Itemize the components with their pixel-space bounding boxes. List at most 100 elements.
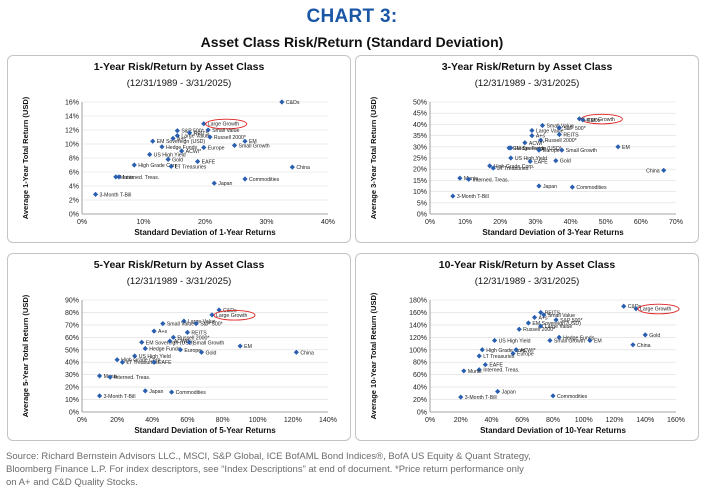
point-label-3-month-t-bill: 3-Month T-Bill — [465, 395, 497, 401]
y-tick-label: 100% — [409, 347, 427, 354]
y-tick-label: 0% — [69, 212, 79, 219]
y-tick-label: 30% — [65, 372, 79, 379]
point-label-large-growth: Large Growth — [640, 307, 672, 313]
point-label-3-month-t-bill: 3-Month T-Bill — [100, 192, 132, 198]
point-label-commodities: Commodities — [576, 185, 607, 191]
data-point-small-growth — [231, 142, 238, 148]
data-point-munis — [96, 373, 103, 379]
point-label-small-growth: Small Growth — [239, 143, 270, 149]
point-label-large-growth: Large Growth — [208, 122, 240, 128]
data-point-em-sovereign-usd — [150, 138, 156, 144]
y-tick-label: 12% — [65, 128, 79, 135]
y-tick-label: 6% — [69, 170, 79, 177]
y-tick-label: 50% — [413, 100, 427, 107]
data-point-commodities — [569, 184, 575, 190]
point-label-high-grade-corp: High Grade Corp. — [121, 358, 162, 364]
data-point-acwi — [179, 148, 185, 154]
point-label-europe: Europe — [208, 146, 225, 152]
x-tick-label: 20% — [110, 417, 124, 424]
point-label-europe: Europe — [517, 352, 534, 358]
data-point-munis — [461, 368, 467, 374]
point-label-em: EM — [249, 139, 257, 145]
x-tick-label: 80% — [546, 417, 560, 424]
x-tick-label: 0% — [425, 219, 435, 226]
data-point-us-high-yield — [508, 155, 514, 161]
point-label-interned-treas: Interned. Treas. — [483, 368, 519, 374]
data-point-a-s — [531, 314, 538, 321]
footnote-line-1: Source: Richard Bernstein Advisors LLC.,… — [6, 451, 531, 462]
point-label-japan: Japan — [502, 389, 516, 395]
data-point-gold — [642, 332, 648, 338]
point-label-s-p-500: S&P 500* — [181, 129, 203, 135]
point-label-china: China — [646, 168, 660, 174]
point-label-china: China — [300, 350, 314, 356]
point-label-3-month-t-bill: 3-Month T-Bill — [104, 394, 136, 400]
y-tick-label: 20% — [413, 397, 427, 404]
data-point-china — [293, 349, 299, 355]
data-point-large-value — [174, 133, 180, 139]
y-tick-label: 80% — [413, 360, 427, 367]
point-label-small-growth: Small Growth — [554, 338, 585, 344]
data-point-gold — [165, 156, 171, 162]
point-label-reits: REITS — [191, 330, 207, 336]
point-label-c-ds: C&Ds — [587, 118, 601, 124]
chart-title: 5-Year Risk/Return by Asset Class — [94, 259, 265, 271]
data-point-europe — [201, 144, 207, 151]
y-tick-label: 8% — [69, 156, 79, 163]
point-label-china: China — [296, 165, 310, 171]
point-label-japan: Japan — [218, 181, 232, 187]
point-label-lt-treasuries: LT Treasuries — [483, 354, 515, 360]
point-label-small-value: Small Value — [548, 313, 575, 319]
y-tick-label: 50% — [65, 347, 79, 354]
chart-panel-3yr: 3-Year Risk/Return by Asset Class (12/31/… — [355, 55, 699, 243]
point-label-large-value: Large Value — [545, 324, 573, 330]
page-subtitle: Asset Class Risk/Return (Standard Deviat… — [200, 34, 504, 50]
point-label-hedge-funds: Hedge Funds — [149, 347, 181, 353]
point-label-lt-treasuries: LT Treasuries — [175, 164, 207, 170]
data-point-3-month-t-bill — [92, 191, 99, 197]
y-axis-label: Average 10-Year Total Return (USD) — [369, 292, 378, 419]
data-point-3-month-t-bill — [96, 393, 103, 399]
point-label-em-sovereign-usd: EM Sovereign (USD) — [157, 139, 206, 145]
data-point-3-month-t-bill — [458, 394, 464, 400]
data-point-munis — [113, 174, 119, 180]
y-tick-label: 90% — [65, 298, 79, 305]
point-label-em: EM — [244, 344, 252, 350]
point-label-a-s: A+s — [177, 136, 186, 142]
data-point-a-s — [170, 135, 176, 141]
y-tick-label: 40% — [413, 122, 427, 129]
x-tick-label: 70% — [669, 219, 683, 226]
point-label-c-ds: C&Ds — [628, 304, 642, 310]
data-point-large-growth — [633, 306, 639, 312]
x-axis-label: Standard Deviation of 10-Year Returns — [480, 426, 626, 435]
highlight-ellipse — [213, 309, 256, 321]
data-point-russell-2000 — [516, 326, 522, 332]
x-tick-label: 20% — [493, 219, 507, 226]
y-axis-label: Average 3-Year Total Return (USD) — [369, 96, 378, 219]
data-point-lt-treasuries — [490, 165, 496, 171]
y-tick-label: 20% — [65, 385, 79, 392]
data-point-gold — [553, 158, 559, 164]
y-axis-label: Average 1-Year Total Return (USD) — [21, 96, 30, 219]
point-label-reits: REITS — [194, 131, 210, 137]
y-tick-label: 40% — [65, 360, 79, 367]
point-label-china: China — [637, 343, 651, 349]
x-tick-label: 10% — [458, 219, 472, 226]
x-axis-label: Standard Deviation of 3-Year Returns — [482, 228, 624, 237]
data-point-commodities — [550, 393, 556, 399]
data-point-small-growth — [547, 337, 553, 344]
chart-panel-1yr: 1-Year Risk/Return by Asset Class (12/31/… — [7, 55, 351, 243]
data-point-lt-treasuries — [168, 163, 174, 169]
point-label-russell-2000: Russell 2000* — [545, 138, 577, 144]
point-label-large-growth: Large Growth — [583, 117, 615, 123]
y-tick-label: 120% — [409, 335, 427, 342]
footnote-line-3: on A+ and C&D Quality Stocks. — [6, 477, 138, 488]
point-label-s-p-500: S&P 500* — [200, 322, 222, 328]
point-label-hedge-funds: Hedge Funds — [563, 335, 595, 341]
y-tick-label: 4% — [69, 184, 79, 191]
chart-title: 1-Year Risk/Return by Asset Class — [94, 61, 265, 73]
x-tick-label: 140% — [636, 417, 654, 424]
data-point-china — [630, 342, 636, 348]
data-point-russell-2000 — [207, 134, 213, 140]
x-tick-label: 80% — [216, 417, 230, 424]
